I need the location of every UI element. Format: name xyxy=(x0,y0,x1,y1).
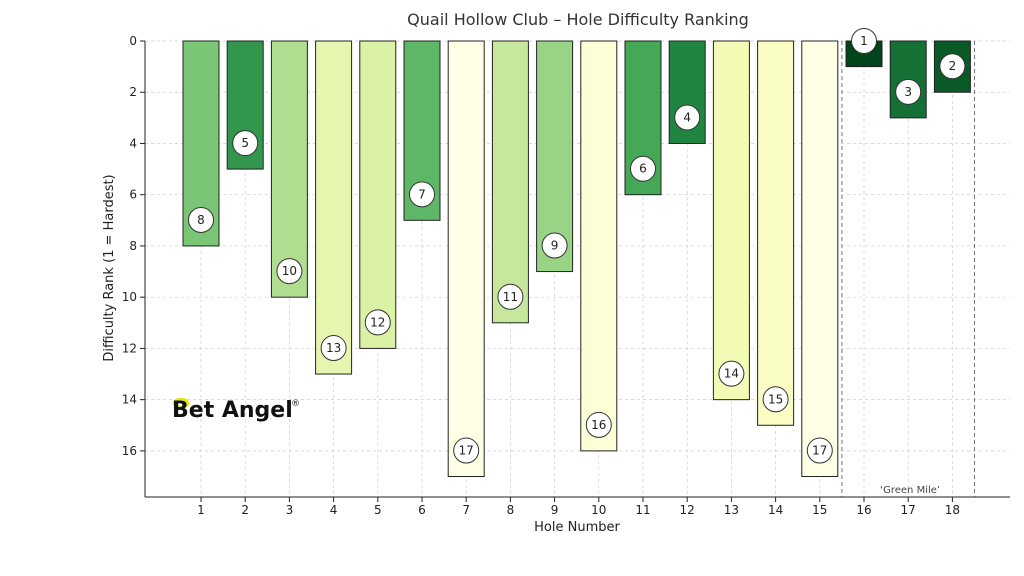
bar-hole-5 xyxy=(359,40,397,349)
rank-label-hole-2: 5 xyxy=(241,136,249,150)
rank-circle-hole-5 xyxy=(364,309,391,336)
bar-hole-12 xyxy=(668,40,706,144)
rank-label-hole-14: 15 xyxy=(768,392,783,406)
x-tick-label: 5 xyxy=(374,503,382,517)
x-tick-label: 7 xyxy=(462,503,470,517)
x-tick-label: 18 xyxy=(945,503,960,517)
green-mile-zone xyxy=(841,41,975,497)
rank-circle-hole-11 xyxy=(630,155,656,182)
bar-hole-14 xyxy=(757,40,795,426)
x-tick-label: 17 xyxy=(901,503,916,517)
bar-hole-3 xyxy=(270,40,308,298)
x-tick-label: 4 xyxy=(330,503,338,517)
bar-hole-8 xyxy=(491,40,529,324)
bar-hole-15 xyxy=(801,40,839,478)
rank-circle-hole-7 xyxy=(453,437,480,464)
x-axis-title: Hole Number xyxy=(534,520,620,535)
bars xyxy=(182,40,971,478)
rank-label-hole-5: 12 xyxy=(370,315,385,329)
rank-label-hole-15: 17 xyxy=(812,444,827,458)
rank-circle-hole-1 xyxy=(188,206,214,233)
y-tick-label: 0 xyxy=(129,34,137,48)
x-tick-label: 13 xyxy=(724,503,739,517)
x-tick-label: 12 xyxy=(680,503,695,517)
y-tick-label: 10 xyxy=(122,290,137,304)
logo-halo-icon xyxy=(172,397,190,409)
rank-circle-hole-13 xyxy=(718,360,745,387)
rank-label-hole-10: 16 xyxy=(591,418,606,432)
rank-label-hole-9: 9 xyxy=(551,239,559,253)
rank-circle-hole-2 xyxy=(232,130,259,157)
y-tick-label: 4 xyxy=(129,136,137,150)
y-tick-label: 8 xyxy=(129,239,137,253)
bar-hole-4 xyxy=(315,40,353,375)
logo-registered-mark: ® xyxy=(291,399,300,409)
rank-label-hole-11: 6 xyxy=(639,162,647,176)
x-tick-label: 14 xyxy=(768,503,783,517)
rank-label-hole-13: 14 xyxy=(724,367,739,381)
rank-label-hole-17: 3 xyxy=(904,85,912,99)
rank-circle-hole-3 xyxy=(276,258,303,285)
x-tick-label: 3 xyxy=(286,503,294,517)
y-tick-label: 2 xyxy=(129,85,137,99)
rank-circle-hole-16 xyxy=(851,28,877,54)
rank-label-hole-3: 10 xyxy=(282,264,297,278)
rank-label-hole-1: 8 xyxy=(197,213,205,227)
chart-title: Quail Hollow Club – Hole Difficulty Rank… xyxy=(407,10,749,29)
rank-circle-hole-4 xyxy=(320,335,347,362)
y-tick-label: 6 xyxy=(129,188,137,202)
y-tick-label: 12 xyxy=(122,341,137,355)
bet-angel-logo: Bet Angel ® xyxy=(172,397,300,423)
bar-hole-10 xyxy=(580,40,618,452)
rank-label-hole-6: 7 xyxy=(418,187,426,201)
y-tick-label: 14 xyxy=(122,393,137,407)
rank-label-hole-18: 2 xyxy=(949,59,957,73)
rank-circle-hole-12 xyxy=(674,104,701,131)
rank-label-hole-12: 4 xyxy=(683,110,691,124)
rank-circle-hole-15 xyxy=(806,437,833,464)
bar-hole-13 xyxy=(712,40,750,401)
x-tick-label: 11 xyxy=(635,503,650,517)
x-tick-label: 15 xyxy=(812,503,827,517)
bar-hole-7 xyxy=(447,40,485,478)
rank-circle-hole-18 xyxy=(939,53,966,80)
rank-circle-hole-6 xyxy=(409,181,435,208)
x-tick-label: 6 xyxy=(418,503,426,517)
x-tick-label: 16 xyxy=(856,503,871,517)
rank-circle-hole-8 xyxy=(497,283,524,310)
logo-text: Bet Angel xyxy=(172,398,293,423)
x-tick-label: 10 xyxy=(591,503,606,517)
rank-circle-hole-17 xyxy=(895,78,922,105)
x-tick-label: 2 xyxy=(241,503,249,517)
rank-label-hole-4: 13 xyxy=(326,341,341,355)
x-tick-label: 1 xyxy=(197,503,205,517)
x-tick-label: 9 xyxy=(551,503,559,517)
y-tick-label: 16 xyxy=(122,444,137,458)
rank-label-hole-16: 1 xyxy=(860,34,868,48)
rank-circle-hole-10 xyxy=(585,411,612,438)
y-axis-title: Difficulty Rank (1 = Hardest) xyxy=(102,174,117,361)
rank-circle-hole-9 xyxy=(541,232,568,259)
rank-circle-hole-14 xyxy=(762,386,789,413)
x-tick-label: 8 xyxy=(507,503,515,517)
rank-label-hole-7: 17 xyxy=(459,444,474,458)
rank-label-hole-8: 11 xyxy=(503,290,518,304)
green-mile-annotation: ‘Green Mile’ xyxy=(880,485,940,496)
